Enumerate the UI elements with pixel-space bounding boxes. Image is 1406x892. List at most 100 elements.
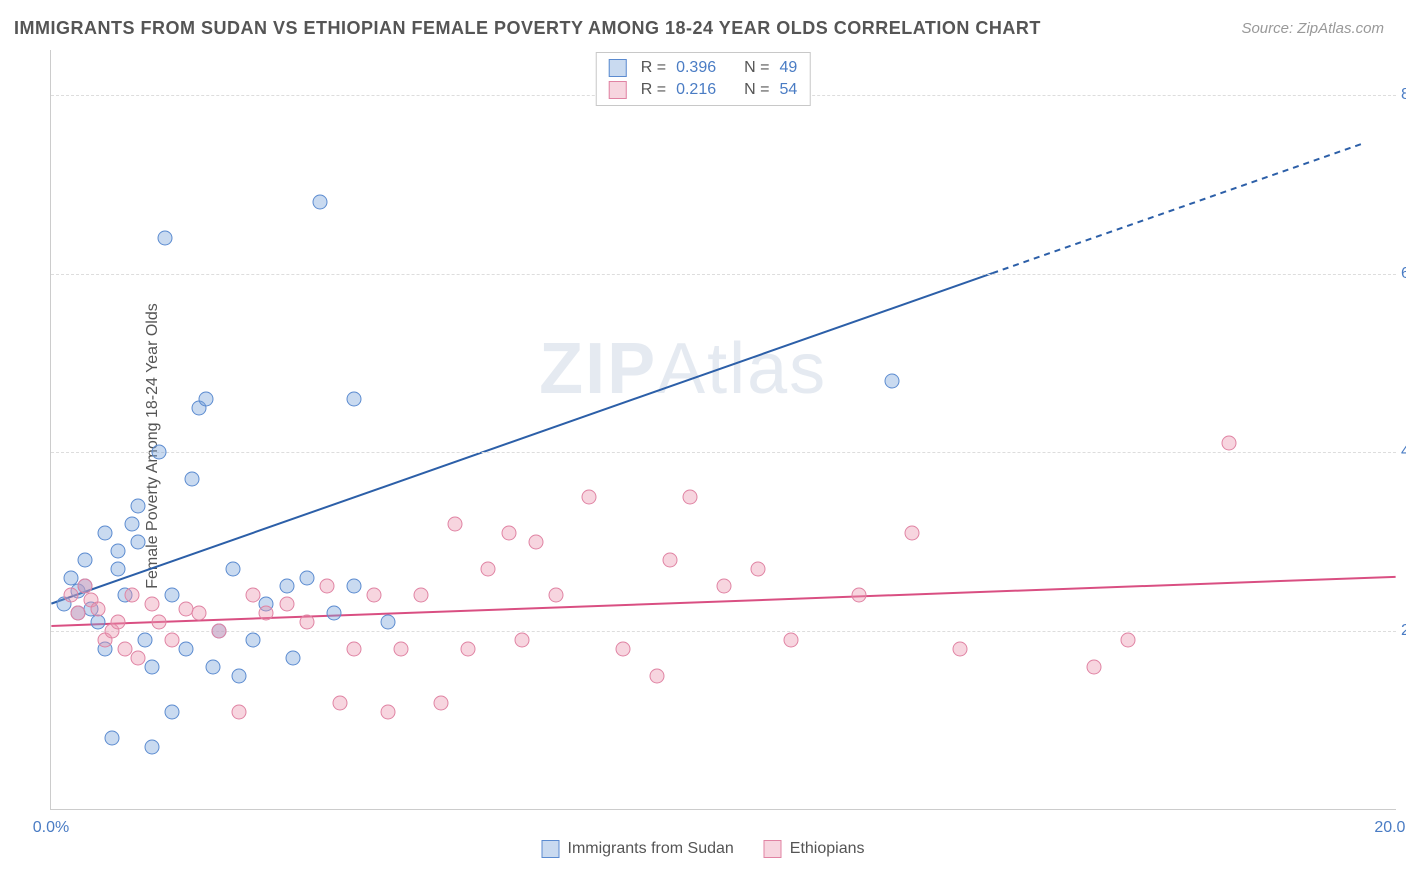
n-label: N = — [744, 59, 769, 77]
data-point — [259, 606, 274, 621]
data-point — [286, 651, 301, 666]
data-point — [151, 615, 166, 630]
data-point — [548, 588, 563, 603]
data-point — [165, 704, 180, 719]
data-point — [663, 552, 678, 567]
y-tick-label: 80.0% — [1401, 86, 1406, 104]
data-point — [905, 525, 920, 540]
data-point — [205, 659, 220, 674]
data-point — [750, 561, 765, 576]
data-point — [279, 597, 294, 612]
watermark: ZIPAtlas — [539, 328, 827, 410]
data-point — [111, 561, 126, 576]
data-point — [91, 601, 106, 616]
data-point — [124, 588, 139, 603]
data-point — [717, 579, 732, 594]
legend-series-label: Immigrants from Sudan — [568, 840, 734, 858]
legend-swatch — [609, 81, 627, 99]
n-value: 49 — [779, 59, 797, 77]
data-point — [165, 588, 180, 603]
legend-series-item: Immigrants from Sudan — [542, 840, 734, 858]
data-point — [380, 615, 395, 630]
data-point — [192, 606, 207, 621]
data-point — [346, 391, 361, 406]
legend-series-item: Ethiopians — [764, 840, 865, 858]
plot-area: ZIPAtlas 20.0%40.0%60.0%80.0%0.0%20.0% — [50, 50, 1396, 810]
data-point — [380, 704, 395, 719]
trend-line-overlay — [51, 50, 1396, 809]
data-point — [131, 651, 146, 666]
data-point — [528, 534, 543, 549]
chart-title: IMMIGRANTS FROM SUDAN VS ETHIOPIAN FEMAL… — [14, 18, 1041, 39]
data-point — [91, 615, 106, 630]
legend-swatch — [542, 840, 560, 858]
data-point — [225, 561, 240, 576]
data-point — [1120, 633, 1135, 648]
data-point — [515, 633, 530, 648]
data-point — [144, 740, 159, 755]
watermark-bold: ZIP — [539, 329, 657, 409]
r-value: 0.396 — [676, 59, 716, 77]
source-attribution: Source: ZipAtlas.com — [1241, 20, 1384, 37]
data-point — [346, 642, 361, 657]
data-point — [333, 695, 348, 710]
r-value: 0.216 — [676, 81, 716, 99]
data-point — [124, 516, 139, 531]
data-point — [158, 230, 173, 245]
data-point — [111, 615, 126, 630]
data-point — [212, 624, 227, 639]
data-point — [851, 588, 866, 603]
y-tick-label: 20.0% — [1401, 622, 1406, 640]
data-point — [501, 525, 516, 540]
legend-swatch — [609, 59, 627, 77]
data-point — [582, 490, 597, 505]
data-point — [885, 373, 900, 388]
data-point — [185, 472, 200, 487]
data-point — [367, 588, 382, 603]
data-point — [144, 597, 159, 612]
data-point — [326, 606, 341, 621]
legend-series-label: Ethiopians — [790, 840, 865, 858]
data-point — [198, 391, 213, 406]
data-point — [138, 633, 153, 648]
data-point — [165, 633, 180, 648]
legend-swatch — [764, 840, 782, 858]
data-point — [144, 659, 159, 674]
data-point — [151, 445, 166, 460]
x-tick-label: 0.0% — [33, 819, 69, 837]
y-tick-label: 40.0% — [1401, 443, 1406, 461]
data-point — [952, 642, 967, 657]
r-label: R = — [641, 59, 666, 77]
x-tick-label: 20.0% — [1374, 819, 1406, 837]
data-point — [245, 633, 260, 648]
data-point — [232, 704, 247, 719]
y-tick-label: 60.0% — [1401, 265, 1406, 283]
data-point — [111, 543, 126, 558]
data-point — [118, 642, 133, 657]
data-point — [299, 615, 314, 630]
data-point — [616, 642, 631, 657]
data-point — [279, 579, 294, 594]
data-point — [131, 534, 146, 549]
data-point — [97, 525, 112, 540]
legend-stat-row: R = 0.396 N = 49 — [609, 57, 798, 79]
data-point — [245, 588, 260, 603]
chart-container: IMMIGRANTS FROM SUDAN VS ETHIOPIAN FEMAL… — [0, 0, 1406, 892]
legend-stat-row: R = 0.216 N = 54 — [609, 79, 798, 101]
data-point — [131, 499, 146, 514]
data-point — [649, 668, 664, 683]
data-point — [461, 642, 476, 657]
data-point — [232, 668, 247, 683]
data-point — [299, 570, 314, 585]
n-label: N = — [744, 81, 769, 99]
data-point — [346, 579, 361, 594]
data-point — [319, 579, 334, 594]
data-point — [1087, 659, 1102, 674]
data-point — [1221, 436, 1236, 451]
data-point — [434, 695, 449, 710]
r-label: R = — [641, 81, 666, 99]
data-point — [64, 588, 79, 603]
data-point — [104, 731, 119, 746]
data-point — [178, 642, 193, 657]
n-value: 54 — [779, 81, 797, 99]
